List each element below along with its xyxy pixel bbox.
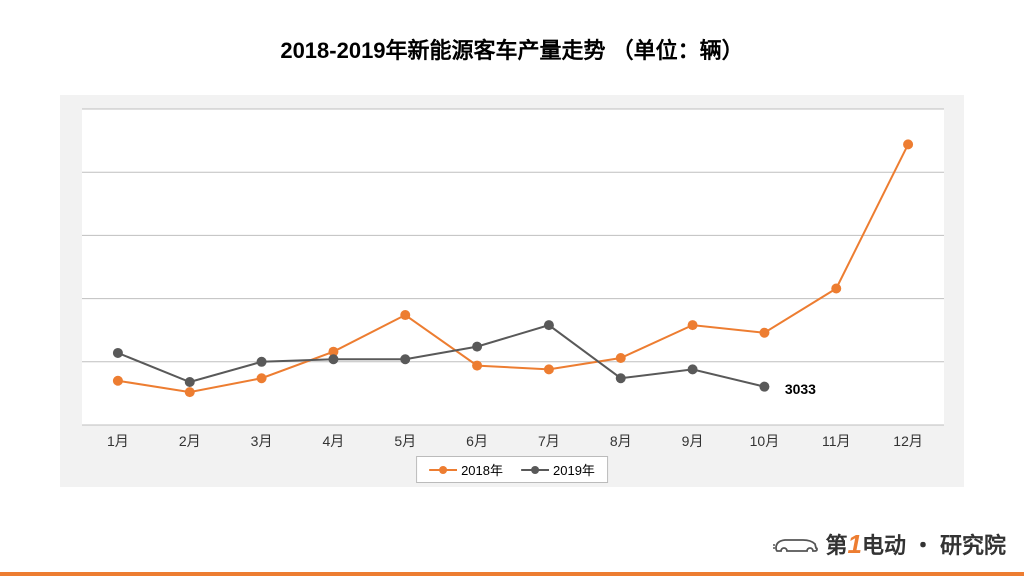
series-marker <box>688 364 698 374</box>
x-tick-label: 9月 <box>682 431 704 451</box>
series-marker <box>472 342 482 352</box>
data-label: 3033 <box>785 381 816 397</box>
x-tick-label: 3月 <box>251 431 273 451</box>
x-tick-label: 2月 <box>179 431 201 451</box>
series-marker <box>544 364 554 374</box>
chart-container: 2018年 2019年 1月 2月 3月 4月 5月 6月 7月 8月 9月 10月 11月 12月 30… <box>60 95 964 487</box>
brand-separator: ・ <box>912 528 934 560</box>
legend-label: 2018年 <box>461 460 503 479</box>
series-marker <box>185 377 195 387</box>
series-marker <box>257 357 267 367</box>
series-marker <box>113 348 123 358</box>
series-marker <box>616 373 626 383</box>
series-marker <box>185 387 195 397</box>
series-marker <box>759 382 769 392</box>
legend-label: 2019年 <box>553 460 595 479</box>
series-line-2018年 <box>118 144 908 392</box>
x-tick-label: 6月 <box>466 431 488 451</box>
series-marker <box>903 139 913 149</box>
series-marker <box>544 320 554 330</box>
footer-logo: 第1电动 ・ 研究院 <box>773 528 1006 560</box>
legend-item: 2018年 <box>429 460 503 479</box>
plot-area <box>82 109 944 425</box>
series-marker <box>328 354 338 364</box>
car-icon <box>773 533 819 555</box>
series-marker <box>831 283 841 293</box>
x-tick-label: 11月 <box>822 431 851 451</box>
x-tick-label: 1月 <box>107 431 129 451</box>
series-marker <box>472 361 482 371</box>
series-marker <box>759 328 769 338</box>
x-tick-label: 10月 <box>750 431 780 451</box>
series-line-2019年 <box>118 325 765 387</box>
chart-title: 2018-2019年新能源客车产量走势 （单位：辆） <box>0 33 1024 65</box>
series-marker <box>113 376 123 386</box>
series-marker <box>616 353 626 363</box>
brand-text-1: 第1电动 <box>825 528 906 560</box>
series-marker <box>688 320 698 330</box>
x-tick-label: 12月 <box>893 431 923 451</box>
legend-item: 2019年 <box>521 460 595 479</box>
series-marker <box>400 310 410 320</box>
series-marker <box>400 354 410 364</box>
x-tick-label: 8月 <box>610 431 632 451</box>
x-tick-label: 7月 <box>538 431 560 451</box>
brand-dept: 研究院 <box>940 528 1006 560</box>
legend: 2018年 2019年 <box>416 456 608 483</box>
x-tick-label: 4月 <box>323 431 345 451</box>
series-marker <box>257 373 267 383</box>
x-tick-label: 5月 <box>394 431 416 451</box>
